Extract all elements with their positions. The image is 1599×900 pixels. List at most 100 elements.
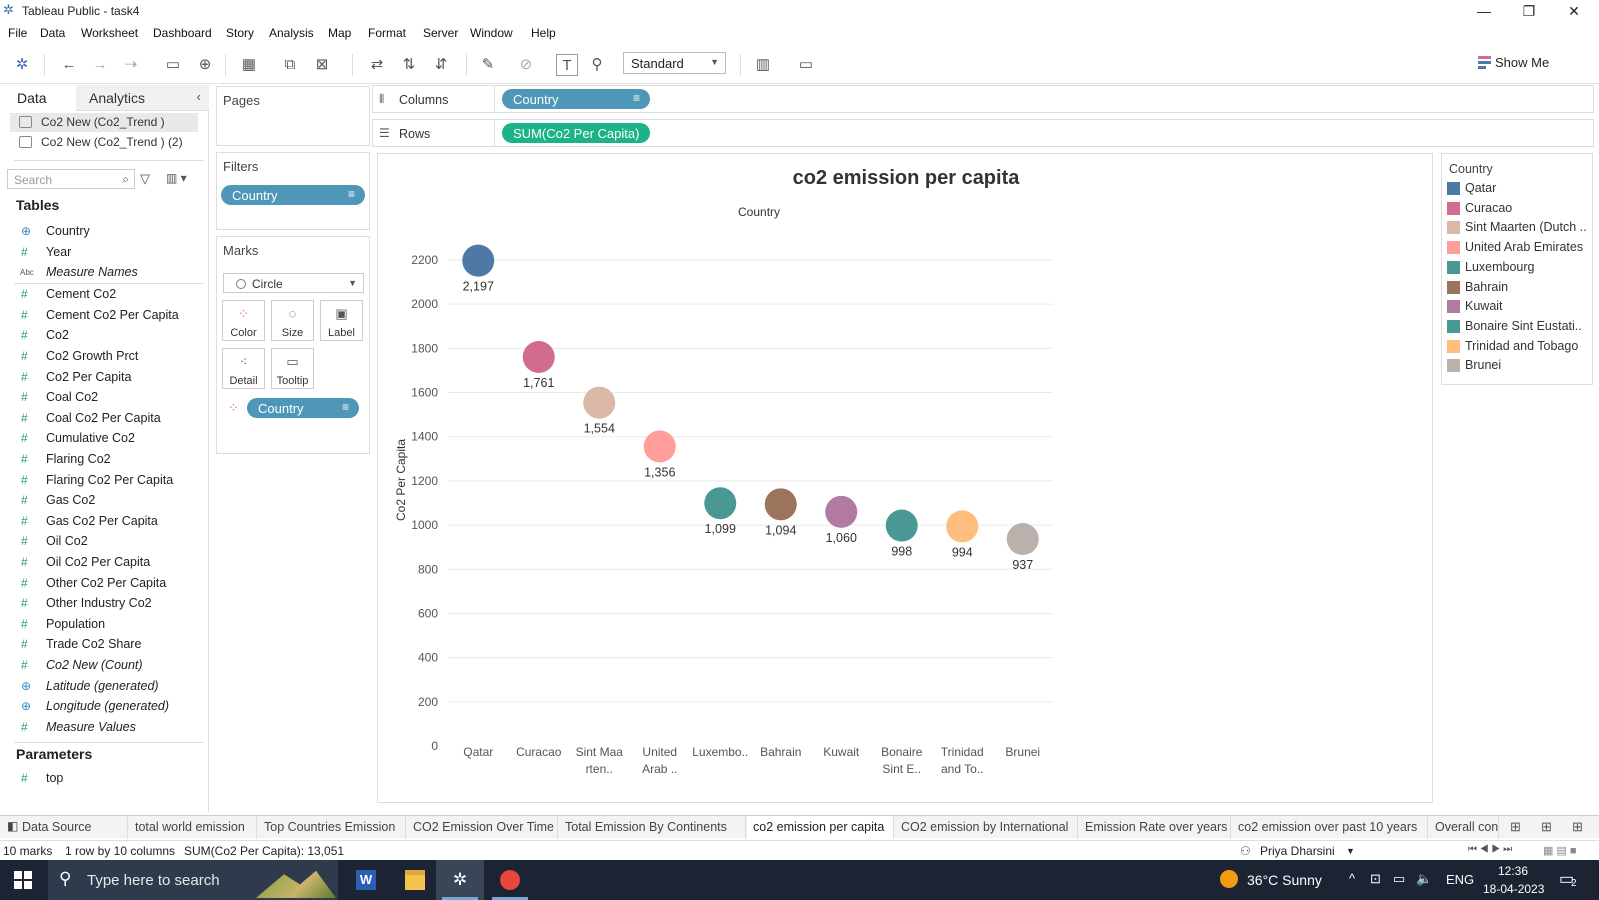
field-item[interactable]: # Co2 (0, 325, 208, 345)
menu-dashboard[interactable]: Dashboard (153, 26, 212, 40)
field-item[interactable]: # Oil Co2 Per Capita (0, 552, 208, 572)
size-button[interactable]: ◌ Size (271, 300, 314, 341)
notifications-icon[interactable]: ▭ (1559, 871, 1575, 888)
pages-shelf[interactable]: Pages (216, 86, 370, 146)
replay-icon[interactable]: ⇢ (124, 56, 138, 73)
field-item[interactable]: # Co2 Growth Prct (0, 346, 208, 366)
menu-worksheet[interactable]: Worksheet (81, 26, 139, 40)
color-button[interactable]: ⁘ Color (222, 300, 265, 341)
menu-map[interactable]: Map (328, 26, 352, 40)
columns-pill-country[interactable]: Country ≡ (502, 89, 650, 109)
field-item[interactable]: ⊕ Longitude (generated) (0, 696, 208, 716)
first-sheet-icon[interactable]: ⏮ ◀ ▶ ⏭ (1468, 844, 1513, 855)
tab-sheet[interactable]: CO2 emission by International (895, 816, 1078, 839)
taskbar-word[interactable]: W (342, 860, 390, 900)
menu-analysis[interactable]: Analysis (269, 26, 314, 40)
close-button[interactable]: ✕ (1568, 3, 1580, 19)
field-item[interactable]: # Trade Co2 Share (0, 634, 208, 654)
field-item[interactable]: ⊕ Latitude (generated) (0, 676, 208, 696)
clear-sheet-icon[interactable]: ⊠ (315, 56, 329, 73)
taskbar-tableau[interactable]: ✲ (436, 860, 484, 900)
field-item[interactable]: # Flaring Co2 (0, 449, 208, 469)
marks-pill-country[interactable]: Country ≡ (247, 398, 359, 418)
rows-pill-co2-per-capita[interactable]: SUM(Co2 Per Capita) (502, 123, 650, 143)
sort-descending-icon[interactable]: ⇵ (434, 56, 448, 73)
field-item[interactable]: # Co2 New (Count) (0, 655, 208, 675)
fix-axes-icon[interactable]: ⚲ (591, 56, 603, 73)
new-dashboard-icon[interactable]: ⊞ (1541, 819, 1552, 834)
chevron-up-icon[interactable]: ^ (1349, 871, 1356, 886)
restore-button[interactable]: ❐ (1522, 3, 1536, 19)
field-item[interactable]: # Population (0, 614, 208, 634)
presentation-mode-icon[interactable]: ▭ (798, 56, 814, 73)
undo-icon[interactable]: ← (61, 56, 77, 73)
datasource-item[interactable]: Co2 New (Co2_Trend ) (2) (10, 133, 198, 152)
tab-sheet[interactable]: total world emission (129, 816, 257, 839)
menu-data[interactable]: Data (40, 26, 66, 40)
new-story-icon[interactable]: ⊞ (1572, 819, 1583, 834)
clock-time[interactable]: 12:36 (1498, 864, 1529, 878)
show-me-button[interactable]: Show Me (1495, 55, 1550, 70)
datasource-item[interactable]: Co2 New (Co2_Trend ) (10, 113, 198, 132)
weather-text[interactable]: 36°C Sunny (1247, 872, 1322, 888)
save-icon[interactable]: ▭ (165, 56, 181, 73)
field-item[interactable]: # Gas Co2 (0, 490, 208, 510)
menu-file[interactable]: File (8, 26, 28, 40)
legend-item[interactable]: Sint Maarten (Dutch .. (1447, 218, 1592, 236)
field-item[interactable]: # Oil Co2 (0, 531, 208, 551)
meet-icon[interactable]: ⊡ (1370, 871, 1381, 886)
new-datasource-icon[interactable]: ⊕ (198, 56, 212, 73)
network-icon[interactable]: ▭ (1393, 871, 1406, 886)
legend-item[interactable]: Curacao (1447, 199, 1592, 217)
field-item[interactable]: # Year (0, 242, 208, 262)
user-name[interactable]: Priya Dharsini (1260, 844, 1335, 858)
chevron-down-icon[interactable]: ▼ (1346, 846, 1355, 856)
menu-story[interactable]: Story (226, 26, 255, 40)
show-cards-icon[interactable]: ▥ (755, 56, 771, 73)
field-item[interactable]: Abc Measure Names (0, 262, 208, 282)
collapse-icon[interactable]: ‹ (196, 89, 201, 104)
field-item[interactable]: # Coal Co2 Per Capita (0, 408, 208, 428)
menu-format[interactable]: Format (368, 26, 407, 40)
group-icon[interactable]: ⊘ (519, 56, 533, 73)
field-item[interactable]: # Cumulative Co2 (0, 428, 208, 448)
clock-date[interactable]: 18-04-2023 (1483, 882, 1545, 896)
tab-analytics[interactable]: Analytics ‹ (76, 85, 209, 111)
detail-button[interactable]: ⁖ Detail (222, 348, 265, 389)
tab-sheet[interactable]: Emission Rate over years (1079, 816, 1231, 839)
minimize-button[interactable]: — (1477, 3, 1491, 19)
legend-item[interactable]: Trinidad and Tobago (1447, 337, 1592, 355)
tab-sheet[interactable]: Total Emission By Continents (559, 816, 746, 839)
search-input[interactable]: Search ⌕ (7, 169, 135, 189)
volume-icon[interactable]: 🔈 (1416, 871, 1433, 886)
tab-sheet[interactable]: Top Countries Emission (258, 816, 406, 839)
sort-ascending-icon[interactable]: ⇅ (402, 56, 416, 73)
label-button[interactable]: ▣ Label (320, 300, 363, 341)
field-item[interactable]: # Other Co2 Per Capita (0, 573, 208, 593)
view-mode-icons[interactable]: ▦ ▤ ■ (1543, 845, 1577, 857)
view-options-icon[interactable]: ▥ ▾ (166, 171, 187, 185)
menu-server[interactable]: Server (423, 26, 459, 40)
legend-item[interactable]: Brunei (1447, 356, 1592, 374)
redo-icon[interactable]: → (92, 56, 108, 73)
legend-item[interactable]: Bahrain (1447, 278, 1592, 296)
taskbar-app[interactable] (486, 860, 534, 900)
field-item[interactable]: # Cement Co2 (0, 284, 208, 304)
taskbar-file-explorer[interactable] (391, 860, 439, 900)
filter-pill-country[interactable]: Country ≡ (221, 185, 365, 205)
field-item[interactable]: # Gas Co2 Per Capita (0, 511, 208, 531)
legend-item[interactable]: Qatar (1447, 179, 1592, 197)
field-item[interactable]: ⊕ Country (0, 221, 208, 241)
tooltip-button[interactable]: ▭ Tooltip (271, 348, 314, 389)
field-item[interactable]: # Other Industry Co2 (0, 593, 208, 613)
show-me-icon[interactable] (1478, 56, 1491, 69)
tab-sheet-active[interactable]: co2 emission per capita (747, 816, 894, 839)
legend-item[interactable]: Luxembourg (1447, 258, 1592, 276)
menu-help[interactable]: Help (531, 26, 556, 40)
tab-data-source[interactable]: Data Source ◧ (0, 816, 128, 839)
field-item[interactable]: # Co2 Per Capita (0, 367, 208, 387)
legend-item[interactable]: Kuwait (1447, 297, 1592, 315)
taskbar-search[interactable]: ⚲ Type here to search (48, 860, 338, 900)
tab-sheet[interactable]: CO2 Emission Over Time (407, 816, 558, 839)
legend-item[interactable]: United Arab Emirates (1447, 238, 1592, 256)
